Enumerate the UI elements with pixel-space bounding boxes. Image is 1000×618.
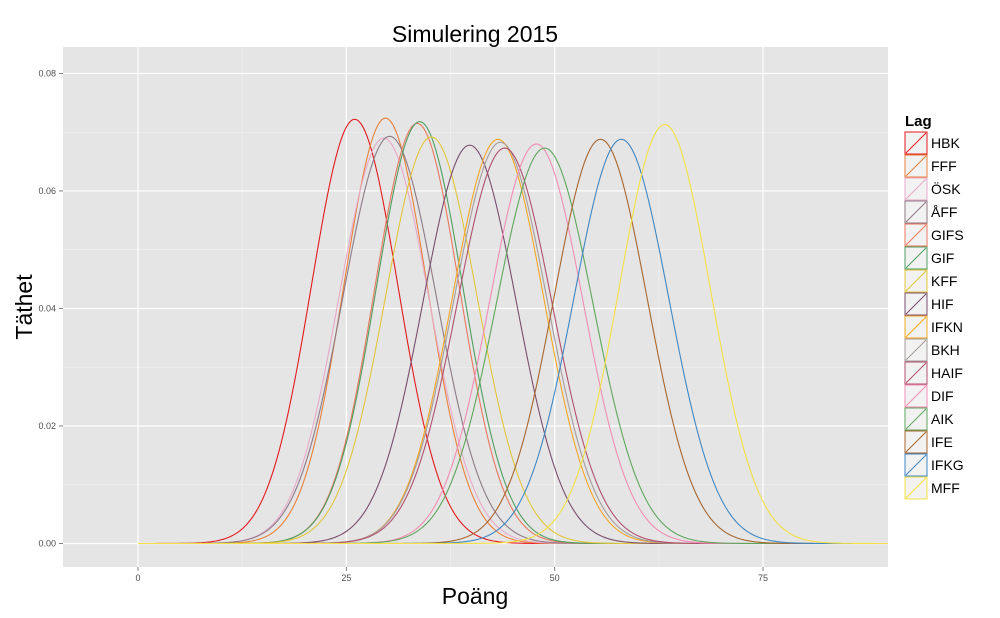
legend-label: AIK — [931, 411, 954, 427]
series-line-MFF — [138, 124, 888, 545]
x-axis-title: Poäng — [442, 583, 509, 609]
legend-key-line — [905, 247, 927, 269]
legend-key-line — [905, 155, 927, 177]
legend-label: DIF — [931, 388, 954, 404]
x-tick-label: 50 — [550, 573, 560, 583]
x-tick-label: 75 — [758, 573, 768, 583]
legend-key-line — [905, 431, 927, 453]
legend-item: IFKN — [904, 315, 963, 339]
legend-key-line — [905, 178, 927, 200]
chart-title: Simulering 2015 — [392, 21, 558, 47]
legend-item: FFF — [904, 154, 957, 178]
y-tick-label: 0.04 — [38, 303, 56, 313]
x-tick-label: 25 — [341, 573, 351, 583]
legend-label: IFKN — [931, 319, 963, 335]
legend-key-line — [905, 201, 927, 223]
y-tick-label: 0.06 — [38, 186, 56, 196]
legend-key-line — [905, 362, 927, 384]
legend-key-line — [905, 477, 927, 499]
legend-label: BKH — [931, 342, 960, 358]
legend-item: AIK — [904, 407, 954, 431]
legend-label: IFKG — [931, 457, 964, 473]
legend-item: GIF — [904, 246, 954, 270]
legend-item: KFF — [904, 269, 957, 293]
legend-key-line — [905, 385, 927, 407]
legend-label: ÅFF — [931, 204, 957, 220]
legend-key-line — [905, 293, 927, 315]
legend-label: MFF — [931, 480, 960, 496]
legend-label: HAIF — [931, 365, 963, 381]
legend-item: DIF — [904, 384, 954, 408]
y-tick-label: 0.02 — [38, 421, 56, 431]
legend-label: ÖSK — [931, 180, 961, 197]
legend-label: HIF — [931, 296, 954, 312]
legend-item: IFKG — [904, 453, 964, 477]
legend-label: GIF — [931, 250, 954, 266]
legend-item: ÅFF — [904, 200, 957, 224]
legend-items: HBK FFF ÖSK ÅFF GIFS GIF KFF HIF IFKN BKH HAIF DIF A… — [904, 131, 964, 500]
legend-label: KFF — [931, 273, 957, 289]
grid-minor — [63, 47, 888, 567]
legend-item: HAIF — [904, 361, 963, 385]
y-tick-label: 0.00 — [38, 538, 56, 548]
legend-item: ÖSK — [904, 177, 961, 201]
legend-item: IFE — [904, 430, 953, 454]
legend-label: FFF — [931, 158, 957, 174]
y-axis-title: Täthet — [11, 274, 37, 340]
legend-label: GIFS — [931, 227, 964, 243]
legend-item: MFF — [904, 476, 960, 500]
legend-item: HIF — [904, 292, 954, 316]
legend-item: GIFS — [904, 223, 964, 247]
legend-label: HBK — [931, 135, 960, 151]
series-layer — [138, 117, 888, 545]
plot-panel — [63, 47, 888, 567]
legend-key-line — [905, 270, 927, 292]
x-axis-ticks: 0 25 50 75 — [135, 567, 768, 583]
legend-title: Lag — [905, 113, 932, 130]
legend-label: IFE — [931, 434, 953, 450]
legend-item: HBK — [904, 131, 960, 155]
legend-key-line — [905, 224, 927, 246]
y-axis-ticks: 0.00 0.02 0.04 0.06 0.08 — [38, 68, 63, 548]
legend-key-line — [905, 408, 927, 430]
legend-key-line — [905, 454, 927, 476]
legend-item: BKH — [904, 338, 960, 362]
x-tick-label: 0 — [135, 573, 140, 583]
legend-key-line — [905, 339, 927, 361]
y-tick-label: 0.08 — [38, 68, 56, 78]
legend-key-line — [905, 132, 927, 154]
legend: Lag HBK FFF ÖSK ÅFF GIFS GIF KFF HIF IFKN BKH HAIF… — [904, 113, 964, 500]
legend-key-line — [905, 316, 927, 338]
